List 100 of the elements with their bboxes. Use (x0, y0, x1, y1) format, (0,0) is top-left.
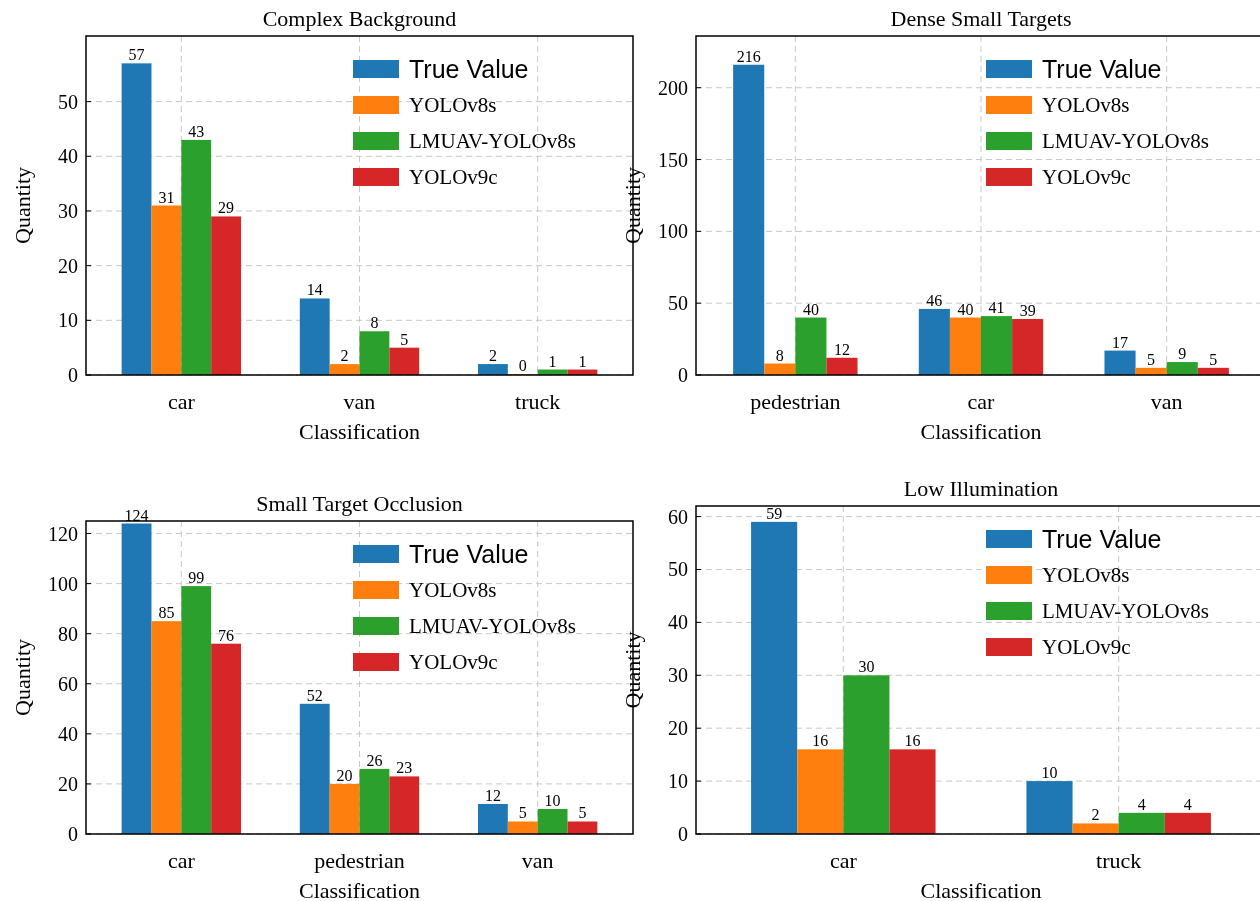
data-label: 9 (1178, 345, 1187, 363)
y-tick-label: 50 (668, 292, 688, 315)
y-tick-label: 120 (48, 522, 78, 545)
legend-label: YOLOv8s (409, 93, 497, 118)
legend-label: YOLOv9c (1042, 165, 1131, 190)
data-label: 23 (396, 759, 413, 777)
data-label: 5 (1209, 350, 1218, 368)
y-tick-label: 0 (678, 823, 688, 845)
data-label: 16 (812, 732, 829, 750)
data-label: 20 (336, 766, 353, 784)
data-label: 216 (736, 47, 761, 65)
y-tick-label: 10 (58, 309, 78, 332)
x-tick-label: truck (515, 389, 561, 414)
data-label: 46 (926, 291, 943, 309)
y-tick-label: 20 (668, 717, 688, 740)
y-tick-label: 30 (668, 664, 688, 687)
data-label: 12 (833, 340, 850, 358)
data-label: 1 (578, 352, 587, 370)
data-label: 31 (158, 188, 175, 206)
data-label: 5 (400, 330, 409, 348)
y-tick-label: 20 (58, 772, 78, 795)
x-tick-label: pedestrian (750, 389, 841, 414)
data-label: 39 (1019, 301, 1036, 319)
chart-title: Low Illumination (903, 476, 1059, 501)
legend-label: LMUAV-YOLOv8s (1042, 129, 1209, 154)
y-tick-label: 40 (58, 145, 78, 168)
data-label: 2 (488, 347, 497, 365)
x-tick-label: van (1150, 389, 1183, 414)
legend-label: LMUAV-YOLOv8s (409, 129, 576, 154)
x-tick-label: van (343, 389, 376, 414)
y-tick-label: 100 (48, 572, 78, 595)
x-tick-label: van (521, 848, 554, 873)
data-label: 40 (957, 300, 974, 318)
legend-label: YOLOv9c (409, 165, 498, 190)
data-label: 4 (1137, 795, 1146, 813)
chart-title: Complex Background (262, 6, 457, 31)
y-tick-label: 0 (68, 364, 78, 386)
data-label: 40 (802, 300, 819, 318)
data-label: 5 (1147, 350, 1156, 368)
data-label: 12 (484, 786, 501, 804)
data-label: 52 (306, 686, 323, 704)
chart-title: Dense Small Targets (890, 6, 1072, 31)
chart-title: Small Target Occlusion (256, 491, 463, 516)
data-label: 124 (124, 506, 149, 524)
y-axis-title: Quantity (10, 167, 35, 244)
data-label: 59 (766, 504, 783, 522)
legend-label: True Value (1042, 54, 1162, 83)
data-label: 2 (1091, 806, 1100, 824)
x-tick-label: truck (1096, 848, 1142, 873)
x-axis-title: Classification (920, 878, 1042, 901)
data-label: 5 (518, 804, 527, 822)
y-tick-label: 80 (58, 622, 78, 645)
legend-label: YOLOv9c (409, 650, 498, 675)
data-label: 14 (306, 281, 323, 299)
data-label: 85 (158, 604, 175, 622)
data-label: 0 (518, 357, 527, 374)
legend-label: LMUAV-YOLOv8s (1042, 599, 1209, 624)
y-tick-label: 20 (58, 254, 78, 277)
legend-label: LMUAV-YOLOv8s (409, 614, 576, 639)
legend-label: YOLOv9c (1042, 635, 1131, 660)
x-tick-label: car (167, 389, 196, 414)
x-tick-label: car (167, 848, 196, 873)
data-label: 76 (218, 626, 235, 644)
data-label: 30 (858, 658, 875, 676)
y-tick-label: 40 (58, 722, 78, 745)
x-tick-label: car (829, 848, 858, 873)
y-tick-label: 150 (658, 148, 688, 171)
data-label: 8 (370, 314, 379, 332)
data-label: 16 (904, 732, 921, 750)
data-label: 99 (188, 569, 205, 587)
data-label: 2 (340, 347, 349, 365)
data-label: 10 (1041, 764, 1058, 782)
x-axis-title: Classification (299, 878, 420, 901)
y-axis-title: Quantity (620, 167, 645, 244)
y-axis-title: Quantity (620, 631, 645, 709)
legend-label: True Value (409, 54, 529, 83)
y-tick-label: 10 (668, 770, 688, 793)
y-axis-title: Quantity (10, 639, 35, 716)
data-label: 17 (1112, 333, 1129, 351)
data-label: 8 (775, 346, 784, 364)
legend-label: True Value (1042, 524, 1162, 553)
data-label: 26 (366, 751, 383, 769)
legend-label: YOLOv8s (1042, 563, 1130, 588)
y-tick-label: 40 (668, 611, 688, 634)
legend-label: YOLOv8s (1042, 93, 1130, 118)
y-tick-label: 60 (58, 672, 78, 695)
legend-label: True Value (409, 539, 529, 568)
y-tick-label: 30 (58, 199, 78, 222)
x-axis-title: Classification (299, 419, 420, 444)
y-tick-label: 0 (68, 823, 78, 845)
y-tick-label: 60 (668, 505, 688, 528)
x-axis-title: Classification (920, 419, 1042, 444)
data-label: 43 (188, 122, 205, 140)
data-label: 41 (988, 299, 1005, 317)
data-label: 10 (544, 791, 561, 809)
data-label: 5 (578, 804, 587, 822)
data-label: 57 (128, 46, 145, 64)
legend-label: YOLOv8s (409, 578, 497, 603)
y-tick-label: 0 (678, 364, 688, 386)
data-label: 29 (218, 199, 235, 217)
